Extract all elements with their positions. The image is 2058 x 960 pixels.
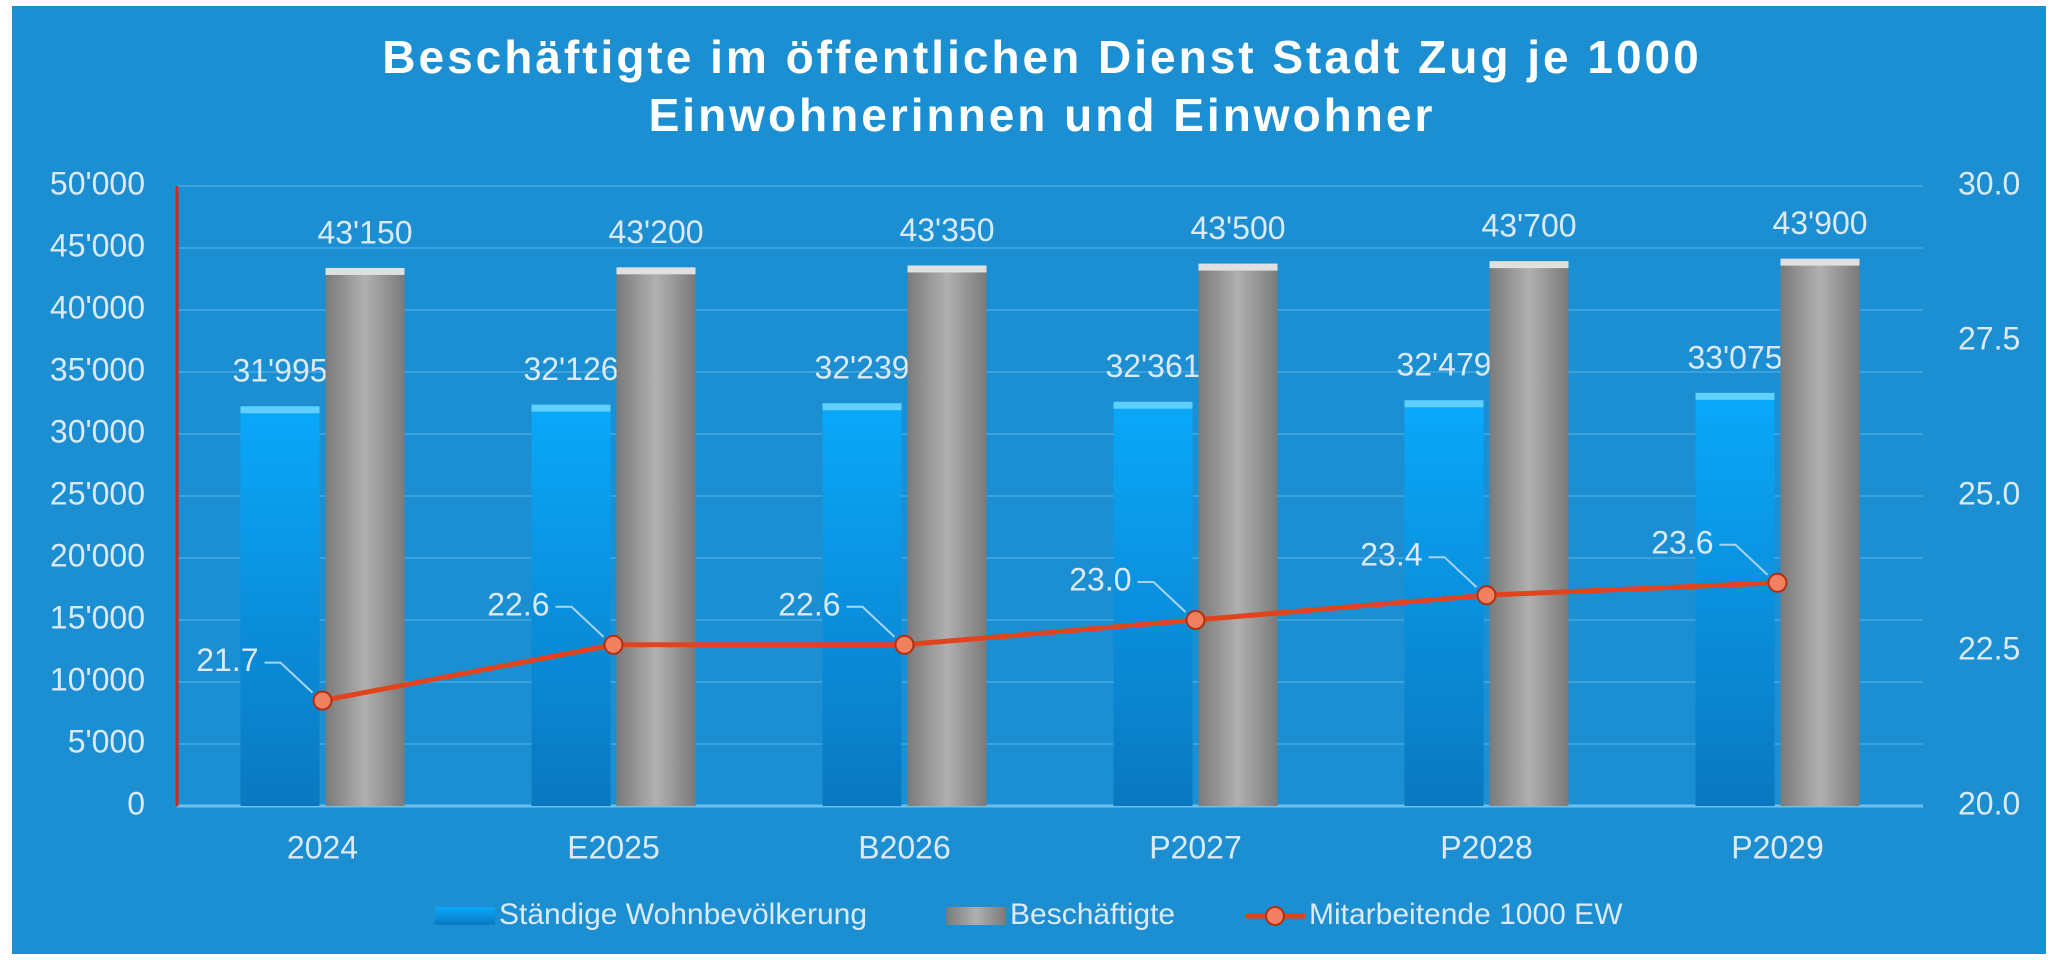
y-tick-label: 20'000	[50, 537, 145, 573]
y-tick-label: 25'000	[50, 475, 145, 511]
x-tick-label: B2026	[858, 829, 951, 865]
bar	[1404, 403, 1484, 806]
x-tick-label: P2028	[1440, 829, 1533, 865]
data-label: 43'350	[899, 212, 994, 248]
bar-cap	[1113, 401, 1193, 409]
x-tick-label: E2025	[567, 829, 660, 865]
bar	[1198, 266, 1278, 807]
bar-cap	[240, 406, 320, 414]
legend-label: Mitarbeitende 1000 EW	[1309, 898, 1623, 931]
data-label: 32'361	[1105, 348, 1200, 384]
bar	[616, 270, 696, 806]
line-point	[312, 690, 333, 711]
legend-label: Ständige Wohnbevölkerung	[499, 898, 867, 931]
bar-cap	[822, 403, 902, 411]
bar	[1780, 261, 1860, 806]
leader-line	[555, 605, 605, 638]
data-label: 43'200	[608, 214, 703, 250]
bar-cap	[907, 265, 987, 273]
leader-line	[1137, 581, 1187, 613]
line-point	[1185, 610, 1206, 630]
leader-line	[264, 661, 314, 694]
y2-tick-label: 30.0	[1958, 165, 2020, 201]
line	[322, 580, 1778, 704]
y2-tick-label: 25.0	[1958, 475, 2020, 511]
legend-swatch	[946, 907, 1006, 925]
line-point	[1476, 585, 1497, 606]
bar-cap	[1489, 261, 1569, 269]
y-tick-label: 10'000	[50, 661, 145, 697]
data-label: 21.7	[196, 642, 258, 678]
line-point	[603, 634, 624, 655]
bar-cap	[325, 267, 405, 275]
data-label: 22.6	[487, 586, 549, 622]
x-tick-label: P2027	[1149, 829, 1242, 865]
data-label: 22.6	[778, 586, 840, 622]
legend-label: Beschäftigte	[1010, 898, 1175, 931]
data-label: 43'500	[1190, 210, 1285, 246]
y2-tick-label: 27.5	[1958, 320, 2020, 356]
bar-cap	[616, 267, 696, 275]
bar-cap	[1198, 263, 1278, 271]
chart-title: Beschäftigte im öffentlichen Dienst Stad…	[382, 31, 1702, 141]
data-label: 32'479	[1396, 347, 1491, 383]
bar	[1489, 264, 1569, 806]
data-label: 23.0	[1069, 561, 1131, 597]
y-tick-label: 35'000	[50, 351, 145, 387]
y-tick-label: 30'000	[50, 413, 145, 449]
bar-cap	[1695, 392, 1775, 400]
x-tick-label: 2024	[287, 829, 358, 865]
data-label: 23.6	[1651, 524, 1713, 560]
bar	[240, 409, 320, 806]
bar	[1695, 395, 1775, 806]
y-tick-label: 5'000	[68, 723, 145, 759]
bar	[1113, 404, 1193, 806]
y-tick-label: 50'000	[50, 165, 145, 201]
legend-swatch	[435, 907, 495, 925]
line-point	[1767, 572, 1788, 593]
y-tick-label: 0	[127, 785, 145, 821]
legend-swatch	[1265, 906, 1285, 926]
y2-tick-label: 20.0	[1958, 785, 2020, 821]
data-label: 23.4	[1360, 537, 1422, 573]
data-label: 32'239	[814, 350, 909, 386]
bar-cap	[1780, 258, 1860, 266]
leader-line	[846, 605, 896, 638]
data-label: 33'075	[1687, 339, 1782, 375]
bar	[325, 270, 405, 806]
leader-line	[1719, 543, 1769, 576]
data-label: 43'900	[1772, 205, 1867, 241]
y-tick-label: 45'000	[50, 227, 145, 263]
bar-cap	[531, 404, 611, 412]
bar-cap	[1404, 400, 1484, 408]
x-tick-label: P2029	[1731, 829, 1824, 865]
bar	[907, 268, 987, 807]
leader-line	[1428, 556, 1478, 588]
y-tick-label: 15'000	[50, 599, 145, 635]
data-label: 43'150	[317, 214, 412, 250]
y-tick-label: 40'000	[50, 289, 145, 325]
data-label: 32'126	[523, 351, 618, 387]
y2-tick-label: 22.5	[1958, 630, 2020, 666]
line-point	[894, 634, 915, 655]
data-label: 43'700	[1481, 208, 1576, 244]
data-label: 31'995	[232, 353, 327, 389]
